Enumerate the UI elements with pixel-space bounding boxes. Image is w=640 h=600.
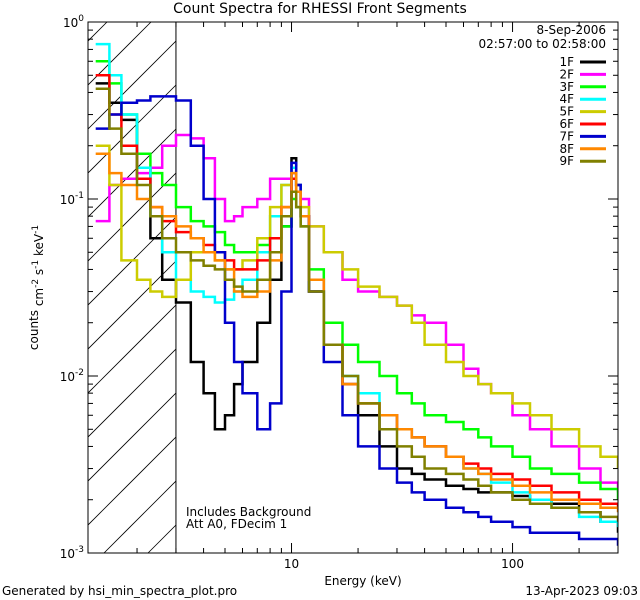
series-9f <box>95 87 618 522</box>
plot-frame <box>87 21 619 554</box>
hatch-line <box>88 22 240 174</box>
series-5f <box>95 144 618 469</box>
x-tick-label: 100 <box>501 557 524 571</box>
y-tick-label: 10-2 <box>60 368 84 384</box>
chart-title: Count Spectra for RHESSI Front Segments <box>173 1 467 17</box>
hatch-line <box>88 22 196 130</box>
annotation-line: Includes Background <box>186 505 311 519</box>
legend-label-9f: 9F <box>559 154 574 168</box>
legend-label-6f: 6F <box>559 117 574 131</box>
legend-label-2f: 2F <box>559 67 574 81</box>
generated-by-label: Generated by hsi_min_spectra_plot.pro <box>2 584 238 598</box>
hatch-line <box>88 22 108 42</box>
legend-time-range: 02:57:00 to 02:58:00 <box>479 37 606 51</box>
series-group <box>95 42 618 546</box>
legend-label-1f: 1F <box>559 55 574 69</box>
axis-ticks <box>88 21 619 554</box>
hatched-region <box>0 22 618 553</box>
legend-label-5f: 5F <box>559 105 574 119</box>
legend-label-7f: 7F <box>559 129 574 143</box>
legend-label-4f: 4F <box>559 92 574 106</box>
annotation-line: Att A0, FDecim 1 <box>186 517 287 531</box>
x-axis-label: Energy (keV) <box>324 574 401 588</box>
x-tick-label: 10 <box>284 557 299 571</box>
y-tick-label: 100 <box>63 14 84 30</box>
y-axis-label: counts cm-2 s-1 keV-1 <box>27 225 46 350</box>
footer-timestamp: 13-Apr-2023 09:03 <box>525 584 638 598</box>
hatch-line <box>0 22 19 553</box>
legend-date: 8-Sep-2006 <box>537 23 606 37</box>
y-tick-label: 10-1 <box>60 191 84 207</box>
axis-labels: 10 100 100 10-1 10-2 10-3 Energy (keV) counts c… <box>27 14 524 588</box>
legend-label-8f: 8F <box>559 142 574 156</box>
y-tick-label: 10-3 <box>60 545 84 561</box>
legend-label-3f: 3F <box>559 80 574 94</box>
